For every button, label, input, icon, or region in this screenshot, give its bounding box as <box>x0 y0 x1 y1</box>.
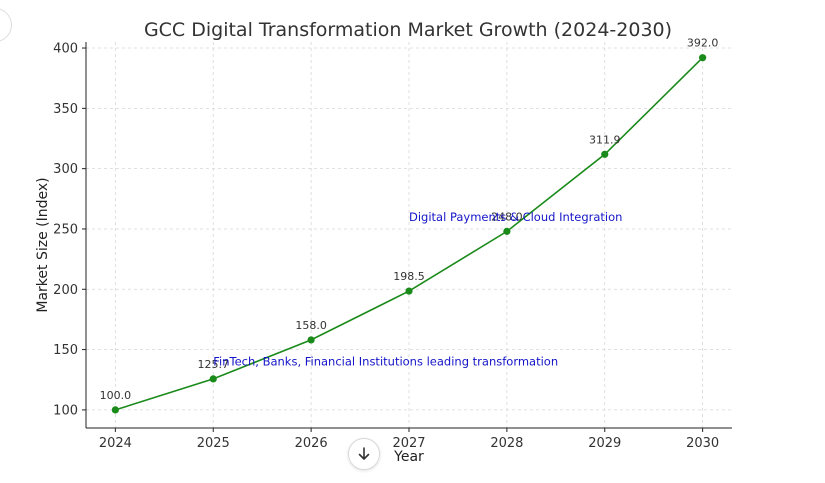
y-tick-label: 300 <box>53 162 78 177</box>
x-axis-label: Year <box>393 449 424 465</box>
y-tick-label: 400 <box>53 42 78 57</box>
scroll-down-button[interactable] <box>348 438 380 470</box>
x-tick-label: 2029 <box>588 436 621 451</box>
arrow-down-icon <box>358 447 370 460</box>
annotation-text: FinTech, Banks, Financial Institutions l… <box>213 355 558 369</box>
tick-labels: 2024 2025 2026 2027 2028 2029 2030 100 150 200 250… <box>53 42 719 451</box>
y-axis-label: Market Size (Index) <box>35 177 51 312</box>
data-label: 125.7 <box>197 358 229 371</box>
data-point <box>405 287 413 295</box>
y-tick-label: 250 <box>53 222 78 237</box>
y-tick-label: 100 <box>53 403 78 418</box>
y-tick-label: 350 <box>53 102 78 117</box>
x-tick-label: 2028 <box>490 436 523 451</box>
chart-title: GCC Digital Transformation Market Growth… <box>144 19 672 41</box>
data-point <box>307 336 315 344</box>
data-labels: 100.0 125.7 158.0 198.5 248.0 311.9 392.0 <box>100 37 719 402</box>
data-point <box>503 227 511 235</box>
x-tick-label: 2027 <box>392 436 425 451</box>
data-point <box>699 54 707 62</box>
annotations: FinTech, Banks, Financial Institutions l… <box>213 210 622 369</box>
data-point <box>111 406 119 414</box>
data-point <box>601 150 609 158</box>
data-label: 100.0 <box>100 389 132 402</box>
x-tick-label: 2025 <box>197 436 230 451</box>
data-point <box>209 375 217 383</box>
x-tick-label: 2030 <box>686 436 719 451</box>
x-tick-label: 2026 <box>295 436 328 451</box>
annotation-text: Digital Payments & Cloud Integration <box>409 210 622 224</box>
x-tick-label: 2024 <box>99 436 132 451</box>
y-tick-label: 200 <box>53 283 78 298</box>
data-label: 158.0 <box>295 319 327 332</box>
data-label: 392.0 <box>687 37 719 50</box>
y-tick-label: 150 <box>53 343 78 358</box>
data-label: 198.5 <box>393 270 425 283</box>
gridlines <box>86 42 732 428</box>
axes <box>82 42 732 432</box>
data-label: 248.0 <box>491 210 523 223</box>
data-label: 311.9 <box>589 133 621 146</box>
data-points <box>111 54 707 414</box>
